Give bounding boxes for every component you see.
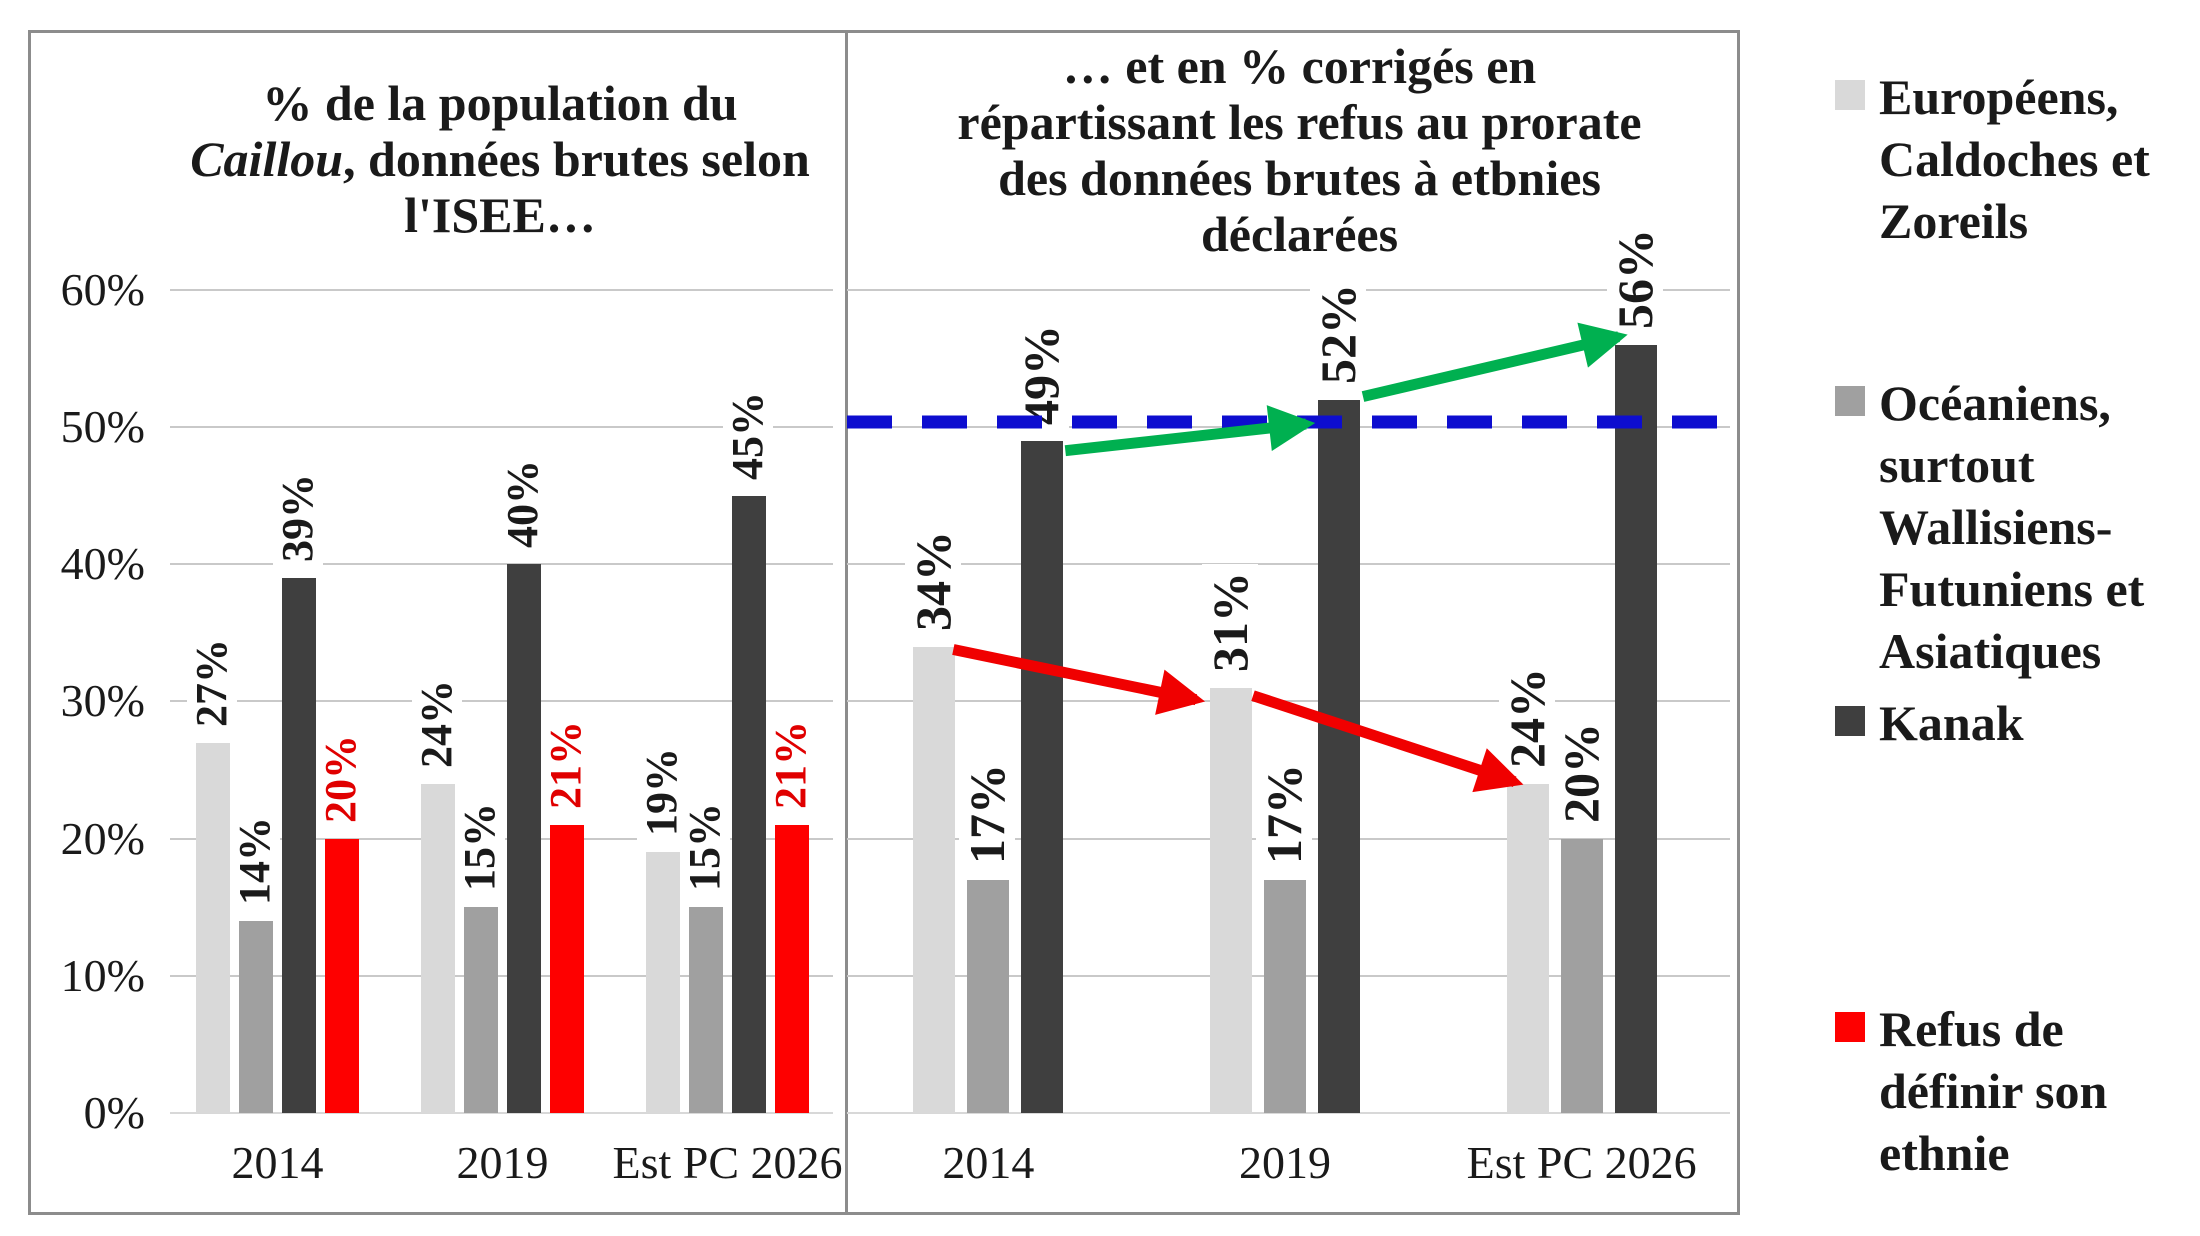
legend-label: Kanak [1879, 695, 2024, 751]
bar-0-Est PC 2026 [646, 852, 680, 1113]
bar-1-2014 [967, 879, 1010, 1113]
gridline-40-left [170, 563, 833, 566]
legend-swatch-icon [1835, 706, 1865, 736]
right-panel-title: … et en % corrigés en répartissant les r… [957, 38, 1642, 262]
legend-swatch-icon [1835, 1012, 1865, 1042]
gridline-10-left [170, 974, 833, 977]
bar-2-2014 [1021, 440, 1064, 1113]
bar-label: 14% [230, 808, 280, 913]
x-axis-label: 2019 [1239, 1137, 1331, 1188]
bar-2-2019 [507, 564, 541, 1113]
bar-label: 24% [412, 671, 462, 776]
bar-0-2014 [913, 646, 956, 1113]
y-axis-label-40: 40% [60, 538, 145, 590]
gridline-0-left [170, 1112, 833, 1114]
legend-label: Océaniens, surtout Wallisiens- Futuniens… [1879, 375, 2145, 679]
bar-refus-2014 [325, 838, 359, 1113]
bar-2-2019 [1318, 399, 1360, 1113]
bar-label: 31% [1202, 563, 1258, 680]
legend-swatch-icon [1835, 80, 1865, 110]
bar-label: 20% [316, 726, 366, 831]
left-title-italic: Caillou [190, 131, 344, 187]
bar-2-Est PC 2026 [732, 495, 766, 1113]
y-axis-label-50: 50% [60, 401, 145, 452]
x-axis-label: 2019 [456, 1137, 549, 1188]
gridline-30-left [170, 700, 833, 703]
panel-divider [845, 30, 848, 1215]
left-title-line2: , données brutes selon [343, 131, 810, 187]
bar-label: 52% [1310, 275, 1366, 392]
gridline-0-right [847, 1112, 1730, 1114]
bar-label: 15% [455, 795, 505, 900]
bar-0-2014 [196, 742, 230, 1113]
bar-label: 24% [1498, 659, 1555, 776]
bar-0-2019 [421, 783, 455, 1113]
bar-0-2019 [1210, 687, 1252, 1113]
y-axis-label-20: 20% [60, 812, 145, 864]
x-axis-label: Est PC 2026 [1466, 1137, 1697, 1188]
left-panel-title: % de la population du Caillou, données b… [150, 75, 850, 243]
legend-label: Refus de définir son ethnie [1879, 1001, 2108, 1181]
bar-1-2019 [464, 907, 498, 1113]
bar-label: 17% [959, 755, 1016, 872]
x-axis-label: 2014 [231, 1137, 324, 1188]
y-axis-label-10: 10% [60, 949, 145, 1001]
left-title-line3: l'ISEE… [404, 187, 596, 243]
gridline-30-right [847, 700, 1730, 703]
bar-1-2019 [1264, 879, 1306, 1113]
gridline-50-left [170, 426, 833, 428]
bar-1-2014 [239, 920, 273, 1113]
y-axis-label-0: 0% [83, 1087, 145, 1138]
bar-label: 21% [541, 712, 591, 817]
gridline-60-left [170, 288, 833, 291]
y-axis-label-60: 60% [60, 263, 145, 315]
legend-swatch-icon [1835, 386, 1865, 416]
bar-label: 17% [1256, 755, 1312, 872]
bar-label: 45% [723, 383, 773, 488]
bar-2-2014 [282, 577, 316, 1113]
bar-label: 20% [1552, 714, 1609, 831]
bar-label: 21% [766, 712, 816, 817]
legend-label: Européens, Caldoches et Zoreils [1879, 69, 2150, 249]
gridline-50-right [847, 426, 1730, 428]
bar-refus-Est PC 2026 [775, 824, 809, 1113]
legend: Européens, Caldoches et Zoreils Océaniens… [1835, 0, 2195, 1236]
x-axis-label: Est PC 2026 [612, 1137, 843, 1188]
bar-label: 27% [187, 630, 237, 735]
x-axis-label: 2014 [942, 1137, 1035, 1188]
bar-0-Est PC 2026 [1506, 783, 1549, 1113]
y-axis-label-30: 30% [60, 675, 145, 727]
bar-1-Est PC 2026 [1560, 838, 1603, 1113]
bar-1-Est PC 2026 [689, 907, 723, 1113]
bar-label: 49% [1013, 316, 1070, 433]
bar-label: 34% [905, 522, 962, 639]
bar-label: 15% [680, 795, 730, 900]
bar-label: 39% [273, 465, 323, 570]
gridline-40-right [847, 563, 1730, 566]
gridline-60-right [847, 288, 1730, 291]
bar-label: 40% [498, 452, 548, 557]
bar-refus-2019 [550, 824, 584, 1113]
bar-2-Est PC 2026 [1614, 344, 1657, 1113]
left-title-line1: % de la population du [262, 75, 738, 131]
